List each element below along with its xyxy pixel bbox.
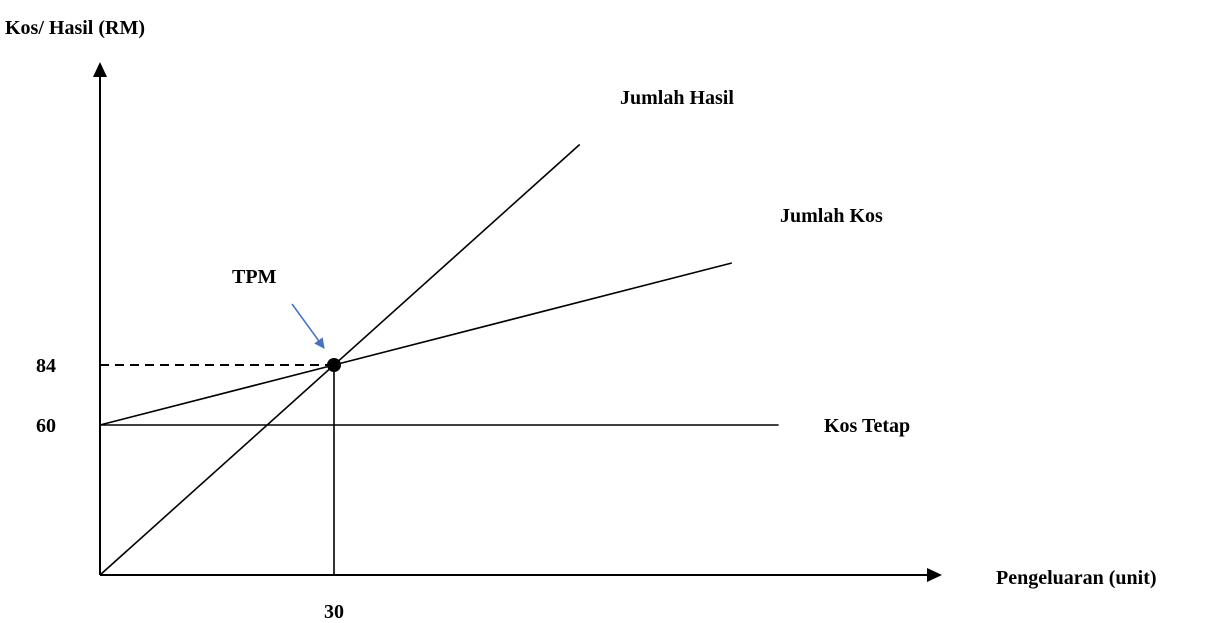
y-axis-label: Kos/ Hasil (RM) — [5, 17, 145, 39]
series-line-jumlah-kos — [99, 262, 732, 426]
x-tick-label-30: 30 — [324, 601, 344, 623]
y-tick-label-84: 84 — [36, 355, 56, 377]
series-label-jumlah-hasil: Jumlah Hasil — [620, 87, 734, 109]
y-tick-label-60: 60 — [36, 415, 56, 437]
series-label-kos-tetap: Kos Tetap — [824, 415, 910, 437]
break-even-point — [327, 358, 341, 372]
x-axis-arrowhead — [927, 568, 942, 582]
break-even-label: TPM — [232, 266, 277, 288]
x-axis-label: Pengeluaran (unit) — [996, 567, 1157, 589]
series-line-jumlah-hasil — [99, 143, 581, 576]
series-label-jumlah-kos: Jumlah Kos — [780, 205, 883, 227]
break-even-pointer-arrow — [291, 303, 325, 349]
y-axis-arrowhead — [93, 62, 107, 77]
